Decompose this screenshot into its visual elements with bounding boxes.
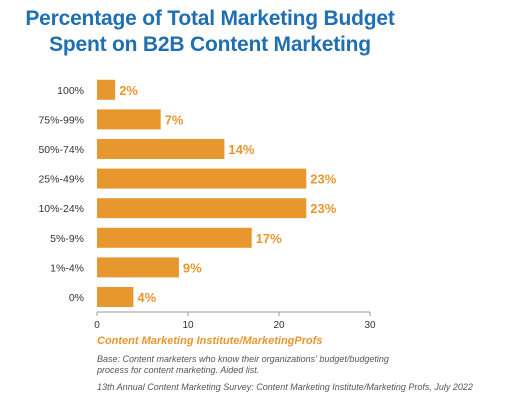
value-label: 2% (119, 83, 138, 98)
bar (97, 227, 252, 248)
source-organization: Content Marketing Institute/MarketingPro… (97, 335, 323, 347)
bar (97, 109, 161, 130)
category-label: 25%-49% (38, 174, 84, 186)
value-label: 14% (228, 142, 254, 157)
category-label: 0% (69, 292, 84, 304)
x-tick-label: 10 (182, 320, 194, 331)
value-label: 17% (256, 231, 282, 246)
value-label: 4% (137, 290, 156, 305)
base-note: Base: Content marketers who know their o… (97, 354, 389, 375)
chart-title-line-1: Percentage of Total Marketing Budget (25, 7, 395, 30)
category-label: 75%-99% (38, 114, 84, 126)
bar (97, 287, 134, 307)
value-label: 9% (183, 260, 202, 275)
value-label: 7% (165, 112, 184, 127)
category-label: 50%-74% (38, 144, 84, 156)
category-label: 5%-9% (50, 233, 84, 245)
bar (97, 79, 116, 100)
x-tick-label: 20 (273, 320, 285, 331)
bar (97, 257, 179, 278)
x-tick-label: 0 (94, 320, 100, 331)
bar (97, 198, 307, 219)
category-label: 100% (57, 85, 84, 97)
value-label: 23% (310, 201, 336, 216)
chart-title: Percentage of Total Marketing Budget Spe… (0, 6, 420, 58)
category-label: 1%-4% (50, 262, 84, 274)
bar (97, 168, 307, 189)
survey-note: 13th Annual Content Marketing Survey: Co… (97, 382, 473, 392)
category-label: 10%-24% (38, 203, 84, 215)
value-label: 23% (310, 172, 336, 187)
chart-title-line-2: Spent on B2B Content Marketing (49, 33, 371, 56)
x-tick-label: 30 (364, 320, 376, 331)
bar (97, 139, 225, 159)
